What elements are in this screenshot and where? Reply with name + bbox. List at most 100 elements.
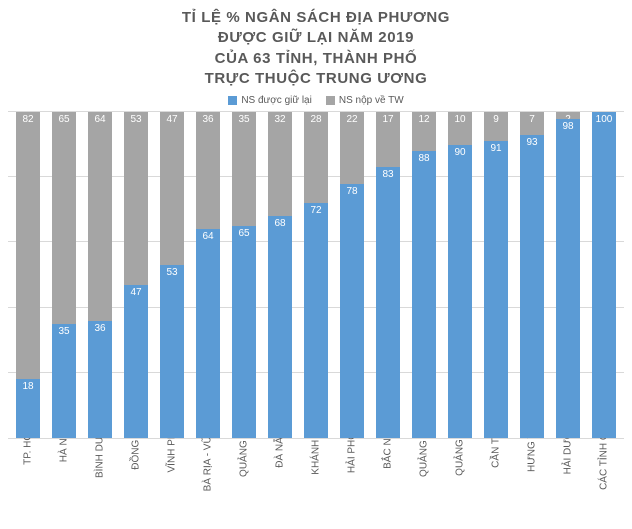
bar-slot: 2278 [334, 112, 370, 438]
chart-container: TỈ LỆ % NGÂN SÁCH ĐỊA PHƯƠNG ĐƯỢC GIỮ LẠ… [0, 0, 632, 529]
bar-value-retained: 65 [238, 226, 249, 239]
bar-segment-retained: 36 [88, 321, 112, 438]
bar-value-remitted: 64 [94, 112, 105, 125]
bar-segment-remitted: 35 [232, 112, 256, 226]
bar-segment-retained: 83 [376, 167, 400, 438]
bar-value-remitted: 9 [493, 112, 499, 125]
bar: 47 53 [160, 112, 184, 438]
bar: 12 88 [412, 112, 436, 438]
x-slot: BẮC NINH [370, 439, 406, 529]
bar-value-retained: 93 [526, 135, 537, 148]
bar-segment-remitted: 10 [448, 112, 472, 145]
bar-slot: 7 93 [514, 112, 550, 438]
bar-value-remitted: 82 [22, 112, 33, 125]
bar-segment-retained: 68 [268, 216, 292, 438]
bar-value-remitted: 10 [454, 112, 465, 125]
bar-value-retained: 100 [596, 112, 613, 125]
bar-value-retained: 53 [166, 265, 177, 278]
bar-segment-retained: 93 [520, 135, 544, 438]
bar-value-retained: 90 [454, 145, 465, 158]
bar-segment-remitted: 53 [124, 112, 148, 285]
bar-value-retained: 35 [58, 324, 69, 337]
bar-value-retained: 64 [202, 229, 213, 242]
bar-slot: 1783 [370, 112, 406, 438]
bar-segment-retained: 18 [16, 379, 40, 438]
bar: 9 91 [484, 112, 508, 438]
bar-segment-retained: 91 [484, 141, 508, 438]
bar-segment-retained: 90 [448, 145, 472, 438]
bar-segment-retained: 98 [556, 119, 580, 438]
plot-area: 8218653564365347475336643565326828722278… [8, 112, 624, 439]
x-slot: HẢI PHÒNG [334, 439, 370, 529]
bar-value-remitted: 7 [529, 112, 535, 125]
bar-segment-remitted: 7 [520, 112, 544, 135]
bar-value-retained: 88 [418, 151, 429, 164]
bar: 1783 [376, 112, 400, 438]
bar: 10 90 [448, 112, 472, 438]
bar-value-remitted: 36 [202, 112, 213, 125]
x-slot: BÌNH DƯƠNG [82, 439, 118, 529]
bar: 32 68 [268, 112, 292, 438]
bar-slot: 36 64 [190, 112, 226, 438]
x-slot: ĐÀ NẴNG [262, 439, 298, 529]
bar: 6535 [52, 112, 76, 438]
legend-item-remitted: NS nộp về TW [326, 95, 404, 106]
x-slot: QUẢNG NGÃI [406, 439, 442, 529]
title-line-4: TRỰC THUỘC TRUNG ƯƠNG [8, 69, 624, 89]
x-slot: QUẢNG NAM [442, 439, 478, 529]
bar-value-retained: 78 [346, 184, 357, 197]
bar-segment-remitted: 32 [268, 112, 292, 216]
bar-segment-remitted: 28 [304, 112, 328, 203]
bar: 2872 [304, 112, 328, 438]
title-line-3: CỦA 63 TỈNH, THÀNH PHỐ [8, 49, 624, 69]
bar-segment-remitted: 36 [196, 112, 220, 229]
chart-title: TỈ LỆ % NGÂN SÁCH ĐỊA PHƯƠNG ĐƯỢC GIỮ LẠ… [8, 8, 624, 89]
bar-value-retained: 98 [562, 119, 573, 132]
bar-segment-remitted: 47 [160, 112, 184, 265]
bar-segment-retained: 72 [304, 203, 328, 438]
bar-value-retained: 68 [274, 216, 285, 229]
bar-slot: 12 88 [406, 112, 442, 438]
bar-segment-remitted: 22 [340, 112, 364, 184]
bar: 7 93 [520, 112, 544, 438]
x-axis: TP. HCMHÀ NỘIBÌNH DƯƠNGĐỒNG NAIVĨNH PHÚC… [8, 439, 624, 529]
bar-value-retained: 72 [310, 203, 321, 216]
bar-value-remitted: 47 [166, 112, 177, 125]
bar-segment-remitted: 64 [88, 112, 112, 321]
x-slot: ĐỒNG NAI [118, 439, 154, 529]
bar-segment-remitted: 65 [52, 112, 76, 324]
bar-segment-remitted: 17 [376, 112, 400, 167]
x-slot: QUẢNG NINH [226, 439, 262, 529]
x-slot: HẢI DƯƠNG [550, 439, 586, 529]
bar-slot: 47 53 [154, 112, 190, 438]
bar-slot: 9 91 [478, 112, 514, 438]
x-slot: HÀ NỘI [46, 439, 82, 529]
bar: 100 [592, 112, 616, 438]
bar: 35 65 [232, 112, 256, 438]
legend-label-retained: NS được giữ lại [241, 95, 312, 106]
bar-segment-retained: 47 [124, 285, 148, 438]
bar-slot: 53 47 [118, 112, 154, 438]
bar-value-remitted: 17 [382, 112, 393, 125]
bar-segment-remitted: 9 [484, 112, 508, 141]
bar-value-remitted: 35 [238, 112, 249, 125]
legend-swatch-retained [228, 96, 237, 105]
bar-segment-retained: 53 [160, 265, 184, 438]
bar: 36 64 [196, 112, 220, 438]
title-line-2: ĐƯỢC GIỮ LẠI NĂM 2019 [8, 28, 624, 48]
bar-slot: 100 [586, 112, 622, 438]
chart-legend: NS được giữ lại NS nộp về TW [8, 95, 624, 106]
bar-slot: 6535 [46, 112, 82, 438]
x-slot: CẦN THƠ [478, 439, 514, 529]
bar-value-retained: 36 [94, 321, 105, 334]
bar-segment-retained: 35 [52, 324, 76, 438]
legend-swatch-remitted [326, 96, 335, 105]
x-slot: CÁC TỈNH CÒN LẠI [586, 439, 622, 529]
bar-slot: 2872 [298, 112, 334, 438]
bar-value-remitted: 32 [274, 112, 285, 125]
bar-value-remitted: 12 [418, 112, 429, 125]
bar-value-retained: 18 [22, 379, 33, 392]
bar-value-remitted: 53 [130, 112, 141, 125]
bar-value-retained: 91 [490, 141, 501, 154]
bar-segment-retained: 78 [340, 184, 364, 438]
